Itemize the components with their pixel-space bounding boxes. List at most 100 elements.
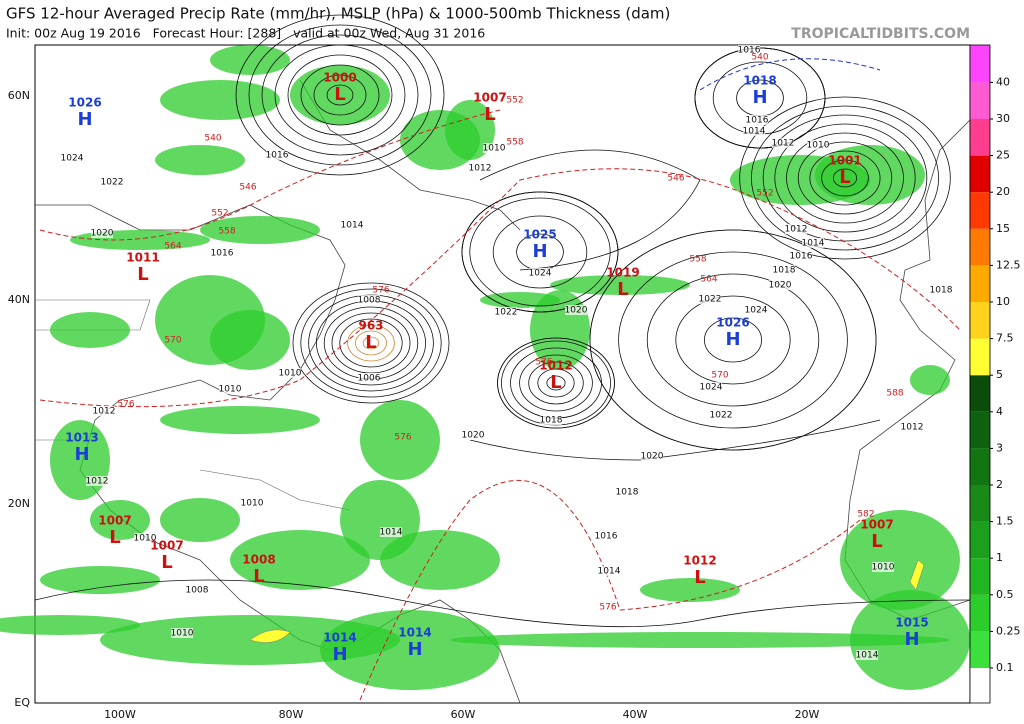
isobar-label: 1016 xyxy=(746,116,769,126)
label-bg xyxy=(807,140,829,150)
colorbar-label: 0.1 xyxy=(996,661,1014,674)
label-bg xyxy=(802,238,824,248)
thickness-label: 576 xyxy=(372,286,389,296)
colorbar-label: 30 xyxy=(996,112,1010,125)
isobar-label: 1018 xyxy=(540,416,563,426)
label-bg xyxy=(279,368,301,378)
isobar-label: 1016 xyxy=(211,249,234,259)
isobar xyxy=(339,318,403,368)
colorbar-band xyxy=(970,265,990,302)
isobar-label: 1018 xyxy=(930,286,953,296)
thickness-label: 540 xyxy=(204,134,221,144)
thickness-label: 576 xyxy=(394,433,411,443)
colorbar-band xyxy=(970,119,990,156)
isobar xyxy=(261,34,419,156)
label-bg xyxy=(700,382,722,392)
label-bg xyxy=(710,410,732,420)
colorbar-band xyxy=(970,411,990,449)
label-bg xyxy=(746,115,768,125)
precip-heavy xyxy=(249,629,291,643)
center-letter: L xyxy=(365,332,376,353)
thickness-label: 540 xyxy=(751,53,768,63)
colorbar-band xyxy=(970,594,990,632)
isobar-label: 1022 xyxy=(101,178,124,188)
label-bg xyxy=(86,476,108,486)
label-bg xyxy=(699,294,721,304)
label-bg xyxy=(773,265,795,275)
lon-label: 20W xyxy=(795,708,820,721)
colorbar-band xyxy=(970,155,990,193)
isobar-label: 1020 xyxy=(641,452,664,462)
center-value: 1014 xyxy=(398,626,431,640)
colorbar-band xyxy=(970,375,990,412)
label-bg xyxy=(856,650,878,660)
isobar xyxy=(589,229,877,451)
label-bg xyxy=(134,533,156,543)
colorbar-label: 25 xyxy=(996,149,1010,162)
label-bg xyxy=(341,220,363,230)
thickness-label: 564 xyxy=(164,242,181,252)
isobar-label: 1022 xyxy=(699,295,722,305)
colorbar-label: 3 xyxy=(996,441,1003,454)
center-value: 1011 xyxy=(126,251,159,265)
label-bg xyxy=(358,295,380,305)
label-bg xyxy=(462,430,484,440)
isobar xyxy=(675,295,791,385)
thickness xyxy=(699,58,881,91)
precip xyxy=(380,530,500,590)
isobar xyxy=(704,317,763,363)
center-letter: L xyxy=(839,167,850,188)
colorbar-label: 10 xyxy=(996,295,1010,308)
label-bg xyxy=(529,268,551,278)
center-value: 1000 xyxy=(323,71,356,85)
isobar xyxy=(347,324,395,362)
precip xyxy=(450,632,950,648)
precip xyxy=(360,400,440,480)
label-bg xyxy=(641,451,663,461)
isobar-label: 1012 xyxy=(469,164,492,174)
precip xyxy=(200,216,320,244)
center-value: 1007 xyxy=(473,91,506,105)
isobar-label: 1010 xyxy=(279,369,302,379)
thickness-label: 570 xyxy=(164,336,181,346)
thickness-label: 558 xyxy=(218,227,235,237)
center-value: 1014 xyxy=(323,631,356,645)
colorbar-band xyxy=(970,521,990,559)
label-bg xyxy=(598,566,620,576)
isobar-label: 1010 xyxy=(171,629,194,639)
center-value: 963 xyxy=(358,319,383,333)
center-letter: L xyxy=(137,264,148,285)
thickness-label: 576 xyxy=(117,400,134,410)
label-bg xyxy=(901,422,923,432)
colorbar-band xyxy=(970,448,990,485)
isobar-label: 1024 xyxy=(61,154,84,164)
thickness-label: 552 xyxy=(506,96,523,106)
center-letter: L xyxy=(871,531,882,552)
map: 1024 1022 1020 1016 1016 1014 1010 1012 1024 1022… xyxy=(0,14,971,704)
isobar-label: 1016 xyxy=(266,151,289,161)
center-value: 1013 xyxy=(65,431,98,445)
colorbar-band xyxy=(970,45,990,83)
isobar-label: 1024 xyxy=(745,306,768,316)
precip xyxy=(850,590,970,690)
isobar-label: 1022 xyxy=(495,308,518,318)
precip xyxy=(155,145,245,175)
isobar-label: 1024 xyxy=(700,383,723,393)
label-bg xyxy=(872,562,894,572)
colorbar-band xyxy=(970,338,990,376)
precip xyxy=(210,310,290,370)
center-letter: L xyxy=(484,104,495,125)
precip xyxy=(160,406,320,434)
label-bg xyxy=(595,531,617,541)
label-bg xyxy=(772,138,794,148)
center-letter: H xyxy=(74,444,89,465)
isobar-label: 1016 xyxy=(790,252,813,262)
center-letter: L xyxy=(694,567,705,588)
isobar xyxy=(300,288,442,398)
isobar xyxy=(287,54,393,136)
center-letter: H xyxy=(532,241,547,262)
isobar-label: 1008 xyxy=(358,296,381,306)
isobar-label: 1012 xyxy=(901,423,924,433)
isobar xyxy=(354,330,387,356)
isobar-label: 1006 xyxy=(358,374,381,384)
